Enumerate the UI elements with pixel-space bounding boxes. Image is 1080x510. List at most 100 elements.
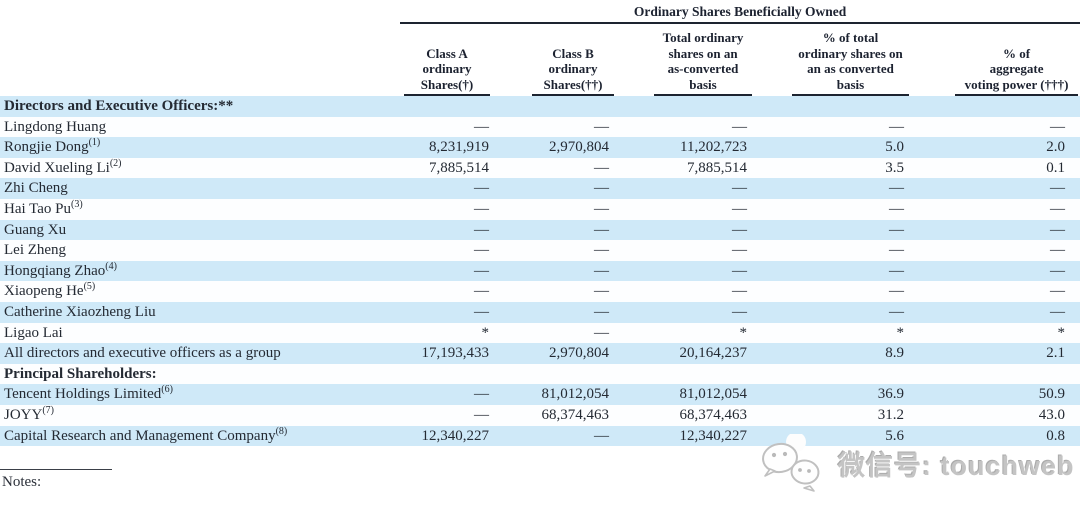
table-row: Hai Tao Pu(3) — — — — — — [0, 198, 1080, 220]
value-cell: 7,885,514 — [429, 159, 489, 176]
column-header-row: Class A ordinary Shares(†) Class B ordin… — [0, 24, 1080, 96]
table-row: Lingdong Huang — — — — — — [0, 116, 1080, 138]
column-header-voting-power: % of aggregate voting power (†††) — [911, 24, 1080, 96]
table-row: All directors and executive officers as … — [0, 343, 1080, 364]
holder-name: Rongjie Dong(1) — [4, 137, 101, 156]
value-cell: — — [732, 303, 747, 320]
value-cell: — — [1050, 118, 1066, 135]
footnote-ref: (6) — [161, 384, 173, 396]
column-header-total-shares-label: Total ordinary shares on an as-converted… — [654, 30, 752, 96]
value-cell: — — [474, 118, 489, 135]
holder-name: Zhi Cheng — [4, 180, 68, 197]
value-cell: — — [594, 303, 609, 320]
table-row: Catherine Xiaozheng Liu — — — — — — [0, 301, 1080, 323]
value-cell: — — [594, 180, 609, 197]
value-cell: 5.6 — [885, 427, 904, 444]
value-cell: 2,970,804 — [549, 345, 609, 362]
value-cell: — — [889, 303, 904, 320]
value-cell: — — [889, 262, 904, 279]
value-cell: — — [1050, 303, 1066, 320]
value-cell: 50.9 — [1038, 386, 1066, 403]
value-cell: — — [594, 427, 609, 444]
column-header-pct-total: % of total ordinary shares on an as conv… — [754, 24, 911, 96]
value-cell: 68,374,463 — [679, 406, 748, 423]
value-cell: — — [1050, 180, 1066, 197]
table-row: Lei Zheng — — — — — — [0, 240, 1080, 261]
value-cell: — — [732, 283, 747, 300]
value-cell: * — [739, 324, 748, 341]
value-cell: 36.9 — [877, 386, 904, 403]
holder-name: Xiaopeng He(5) — [4, 281, 96, 300]
column-header-class-a-label: Class A ordinary Shares(†) — [404, 46, 490, 96]
column-header-class-b: Class B ordinary Shares(††) — [492, 24, 616, 96]
span-header-cell: Ordinary Shares Beneficially Owned — [380, 2, 1080, 24]
column-header-class-b-label: Class B ordinary Shares(††) — [532, 46, 614, 96]
value-cell: 2,970,804 — [549, 139, 609, 156]
table-row: Tencent Holdings Limited(6) — 81,012,054 81… — [0, 384, 1080, 405]
column-header-total-shares: Total ordinary shares on an as-converted… — [616, 24, 754, 96]
value-cell: — — [889, 118, 904, 135]
value-cell: — — [594, 159, 609, 176]
table-row: JOYY(7) — 68,374,463 68,374,463 31.2 43.0 — [0, 404, 1080, 426]
value-cell: — — [474, 406, 489, 423]
value-cell: — — [1050, 262, 1066, 279]
footnote-ref: (7) — [42, 404, 55, 416]
value-cell: — — [474, 386, 489, 403]
holder-name: Ligao Lai — [4, 324, 63, 341]
value-cell: 2.0 — [1046, 139, 1066, 156]
table-row: Hongqiang Zhao(4) — — — — — — [0, 260, 1080, 282]
value-cell: — — [474, 221, 489, 238]
holder-name: Lingdong Huang — [4, 118, 107, 135]
column-header-pct-total-label: % of total ordinary shares on an as conv… — [792, 30, 909, 96]
value-cell: — — [474, 201, 489, 218]
value-cell: — — [594, 201, 609, 218]
table-span-header: Ordinary Shares Beneficially Owned — [400, 4, 1080, 24]
value-cell: — — [474, 283, 489, 300]
value-cell: — — [1050, 283, 1066, 300]
value-cell: 5.0 — [885, 139, 904, 156]
value-cell: * — [896, 324, 905, 341]
notes-label: Notes: — [2, 474, 42, 491]
value-cell: 68,374,463 — [541, 406, 610, 423]
value-cell: — — [474, 180, 489, 197]
holder-name: Hongqiang Zhao(4) — [4, 260, 117, 279]
section-row: Principal Shareholders: — [0, 363, 1080, 385]
value-cell: — — [732, 201, 747, 218]
value-cell: 3.5 — [885, 159, 904, 176]
table-header: Ordinary Shares Beneficially Owned Class… — [0, 2, 1080, 96]
value-cell: 8.9 — [885, 345, 904, 362]
value-cell: 0.1 — [1046, 159, 1066, 176]
section-label: Principal Shareholders: — [4, 365, 157, 382]
value-cell: — — [889, 221, 904, 238]
value-cell: — — [732, 180, 747, 197]
value-cell: 2.1 — [1046, 345, 1066, 362]
table-row: Zhi Cheng — — — — — — [0, 178, 1080, 199]
value-cell: 8,231,919 — [429, 139, 489, 156]
value-cell: — — [732, 221, 747, 238]
holder-name: Guang Xu — [4, 221, 67, 238]
column-header-gap — [0, 24, 380, 96]
footnote-ref: (3) — [71, 199, 83, 211]
holder-name: Hai Tao Pu(3) — [4, 199, 83, 218]
value-cell: — — [594, 283, 609, 300]
value-cell: — — [1050, 201, 1066, 218]
value-cell: — — [889, 242, 904, 259]
table-row: Capital Research and Management Company(… — [0, 425, 1080, 447]
value-cell: 81,012,054 — [679, 386, 748, 403]
value-cell: — — [1050, 242, 1066, 259]
value-cell: — — [889, 283, 904, 300]
value-cell: 81,012,054 — [541, 386, 610, 403]
value-cell: 7,885,514 — [687, 159, 747, 176]
value-cell: 20,164,237 — [679, 345, 748, 362]
column-header-voting-power-label: % of aggregate voting power (†††) — [955, 46, 1079, 96]
table-row: Guang Xu — — — — — — [0, 219, 1080, 241]
holder-name: All directors and executive officers as … — [4, 345, 281, 362]
value-cell: 12,340,227 — [421, 427, 490, 444]
notes-divider — [0, 469, 112, 471]
value-cell: — — [889, 201, 904, 218]
holder-name: Tencent Holdings Limited(6) — [4, 384, 173, 403]
document: Ordinary Shares Beneficially Owned Class… — [0, 2, 1080, 491]
span-header-row: Ordinary Shares Beneficially Owned — [0, 2, 1080, 24]
value-cell: 17,193,433 — [421, 345, 490, 362]
value-cell: * — [481, 324, 490, 341]
